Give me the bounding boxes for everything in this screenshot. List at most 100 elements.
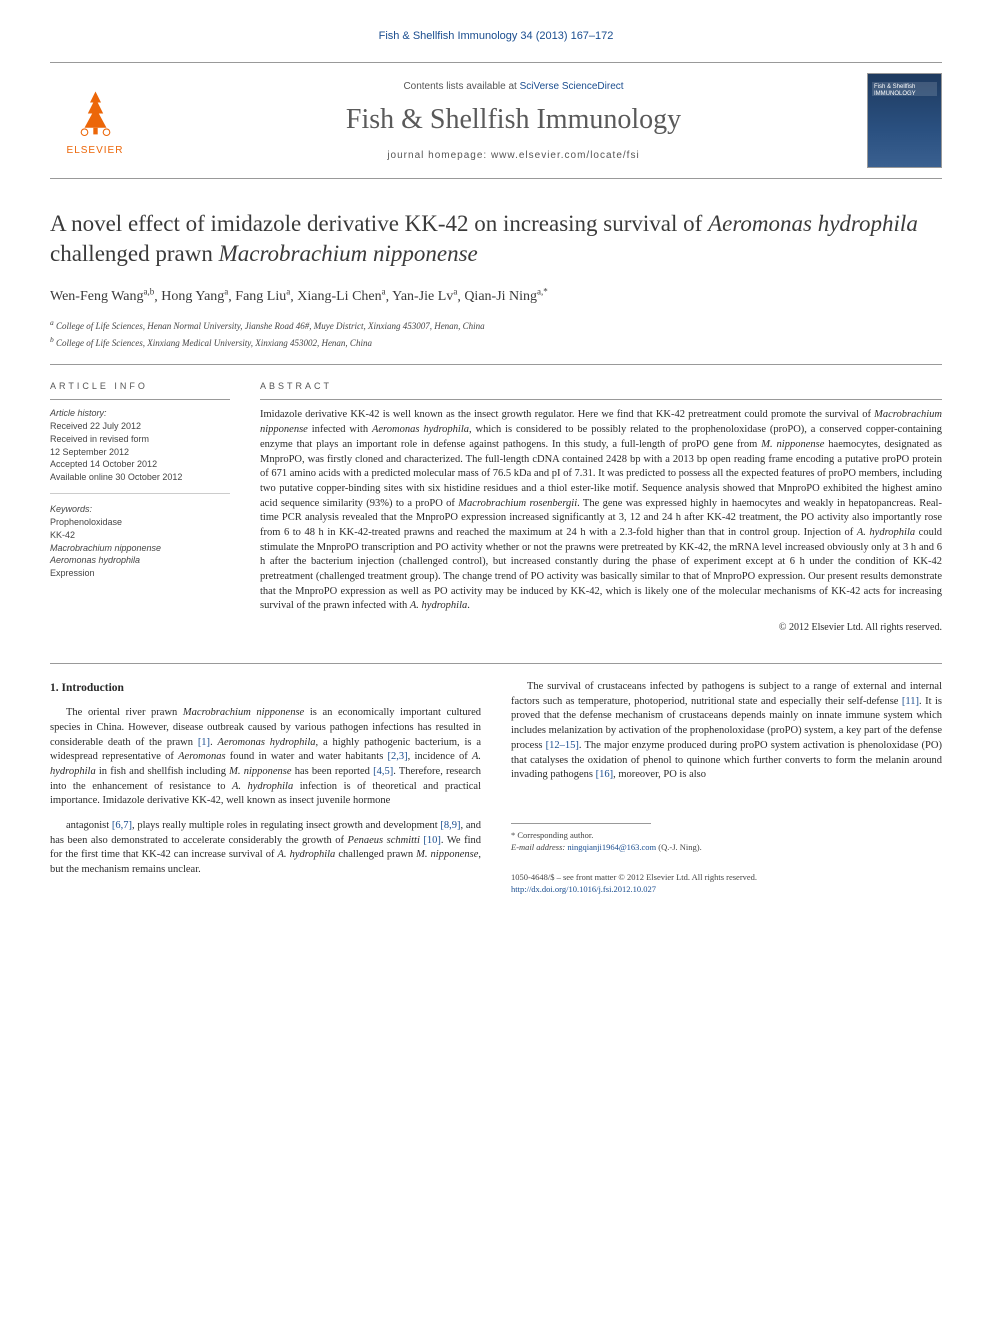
text-span: A. hydrophila	[232, 781, 293, 792]
info-divider	[50, 493, 230, 494]
abstract-text: Imidazole derivative KK-42 is well known…	[260, 408, 942, 614]
reference-link[interactable]: [8,9]	[440, 820, 460, 831]
abstract-span: A. hydrophila	[857, 527, 915, 538]
text-span: , plays really multiple roles in regulat…	[132, 820, 440, 831]
text-span: , moreover, PO is also	[613, 769, 706, 780]
banner-center: Contents lists available at SciVerse Sci…	[160, 81, 867, 161]
elsevier-tree-icon	[68, 86, 123, 141]
body-paragraph: antagonist [6,7], plays really multiple …	[50, 819, 481, 878]
corresponding-footer: * Corresponding author. E-mail address: …	[511, 823, 942, 896]
title-italic: Macrobrachium nipponense	[219, 241, 478, 266]
text-span: challenged prawn	[335, 849, 416, 860]
text-span: The survival of crustaceans infected by …	[511, 681, 942, 707]
cover-title: Fish & Shellfish IMMUNOLOGY	[874, 84, 935, 97]
contents-prefix: Contents lists available at	[403, 81, 519, 92]
elsevier-logo: ELSEVIER	[50, 76, 140, 166]
info-abstract-row: ARTICLE INFO Article history: Received 2…	[50, 381, 942, 633]
article-info: ARTICLE INFO Article history: Received 2…	[50, 381, 230, 633]
text-span: M. nipponense	[416, 849, 478, 860]
reference-link[interactable]: [12–15]	[546, 740, 579, 751]
text-span: .	[210, 737, 217, 748]
divider	[50, 364, 942, 365]
text-span: Macrobrachium nipponense	[183, 707, 304, 718]
reference-link[interactable]: [16]	[596, 769, 614, 780]
issn-line: 1050-4648/$ – see front matter © 2012 El…	[511, 872, 942, 884]
body-paragraph: The survival of crustaceans infected by …	[511, 680, 942, 783]
article-info-heading: ARTICLE INFO	[50, 381, 230, 400]
text-span: , incidence of	[408, 751, 472, 762]
history-item: Received in revised form	[50, 433, 230, 446]
doi-link[interactable]: http://dx.doi.org/10.1016/j.fsi.2012.10.…	[511, 884, 656, 894]
body-text: 1. Introduction The oriental river prawn…	[50, 680, 942, 895]
homepage-prefix: journal homepage:	[387, 150, 491, 161]
reference-link[interactable]: [11]	[902, 696, 919, 707]
homepage-line: journal homepage: www.elsevier.com/locat…	[160, 150, 867, 161]
divider	[50, 663, 942, 664]
corresponding-email[interactable]: ningqianji1964@163.com	[567, 842, 656, 852]
footer-divider	[511, 823, 651, 824]
title-part: A novel effect of imidazole derivative K…	[50, 211, 708, 236]
author: Hong Yanga	[161, 289, 228, 304]
abstract-span: .	[467, 600, 470, 611]
email-label: E-mail address:	[511, 842, 565, 852]
abstract-heading: ABSTRACT	[260, 381, 942, 400]
abstract-span: Macrobrachium rosenbergii	[458, 498, 577, 509]
contents-line: Contents lists available at SciVerse Sci…	[160, 81, 867, 92]
author: Fang Liua	[235, 289, 290, 304]
text-span: found in water and water habitants	[226, 751, 388, 762]
reference-link[interactable]: [10]	[423, 835, 441, 846]
abstract-span: Aeromonas hydrophila	[372, 424, 469, 435]
abstract-span: Imidazole derivative KK-42 is well known…	[260, 409, 874, 420]
text-span: Aeromonas hydrophila	[218, 737, 316, 748]
text-span: A. hydrophila	[278, 849, 336, 860]
abstract-span: infected with	[308, 424, 372, 435]
reference-link[interactable]: [6,7]	[112, 820, 132, 831]
history-item: Available online 30 October 2012	[50, 471, 230, 484]
body-paragraph: The oriental river prawn Macrobrachium n…	[50, 706, 481, 809]
text-span: has been reported	[292, 766, 374, 777]
article-title: A novel effect of imidazole derivative K…	[50, 209, 942, 269]
elsevier-label: ELSEVIER	[67, 145, 124, 156]
section-heading: 1. Introduction	[50, 680, 481, 696]
email-owner: (Q.-J. Ning).	[658, 842, 701, 852]
affiliation: b College of Life Sciences, Xinxiang Med…	[50, 334, 942, 351]
history-item: Accepted 14 October 2012	[50, 458, 230, 471]
keywords-label: Keywords:	[50, 504, 230, 514]
reference-link[interactable]: [1]	[198, 737, 210, 748]
keyword: Prophenoloxidase	[50, 516, 230, 529]
reference-link[interactable]: [4,5]	[373, 766, 393, 777]
title-italic: Aeromonas hydrophila	[708, 211, 918, 236]
author: Wen-Feng Wanga,b	[50, 289, 154, 304]
keyword: Macrobrachium nipponense	[50, 542, 230, 555]
text-span: in fish and shellfish including	[96, 766, 229, 777]
history-item: 12 September 2012	[50, 446, 230, 459]
author: Xiang-Li Chena	[297, 289, 385, 304]
reference-link[interactable]: [2,3]	[388, 751, 408, 762]
corresponding-label: * Corresponding author.	[511, 830, 942, 842]
authors-list: Wen-Feng Wanga,b, Hong Yanga, Fang Liua,…	[50, 287, 942, 306]
publisher-banner: ELSEVIER Contents lists available at Sci…	[50, 62, 942, 179]
journal-reference: Fish & Shellfish Immunology 34 (2013) 16…	[50, 30, 942, 42]
abstract: ABSTRACT Imidazole derivative KK-42 is w…	[260, 381, 942, 633]
history-label: Article history:	[50, 408, 230, 418]
author: Yan-Jie Lva	[392, 289, 457, 304]
title-part: challenged prawn	[50, 241, 219, 266]
sciencedirect-link[interactable]: SciVerse ScienceDirect	[520, 81, 624, 92]
text-span: Aeromonas	[178, 751, 225, 762]
journal-cover-thumbnail: Fish & Shellfish IMMUNOLOGY	[867, 73, 942, 168]
text-span: The oriental river prawn	[66, 707, 183, 718]
affiliation: a College of Life Sciences, Henan Normal…	[50, 317, 942, 334]
abstract-copyright: © 2012 Elsevier Ltd. All rights reserved…	[260, 622, 942, 633]
history-item: Received 22 July 2012	[50, 420, 230, 433]
abstract-span: could stimulate the MnproPO transcriptio…	[260, 527, 942, 611]
affiliations: a College of Life Sciences, Henan Normal…	[50, 317, 942, 350]
keyword: Expression	[50, 567, 230, 580]
homepage-url[interactable]: www.elsevier.com/locate/fsi	[491, 150, 640, 161]
journal-title: Fish & Shellfish Immunology	[160, 104, 867, 136]
author: Qian-Ji Ninga,*	[464, 289, 547, 304]
keyword: KK-42	[50, 529, 230, 542]
keyword: Aeromonas hydrophila	[50, 554, 230, 567]
abstract-span: M. nipponense	[761, 439, 824, 450]
text-span: Penaeus schmitti	[348, 835, 420, 846]
abstract-span: A. hydrophila	[410, 600, 467, 611]
